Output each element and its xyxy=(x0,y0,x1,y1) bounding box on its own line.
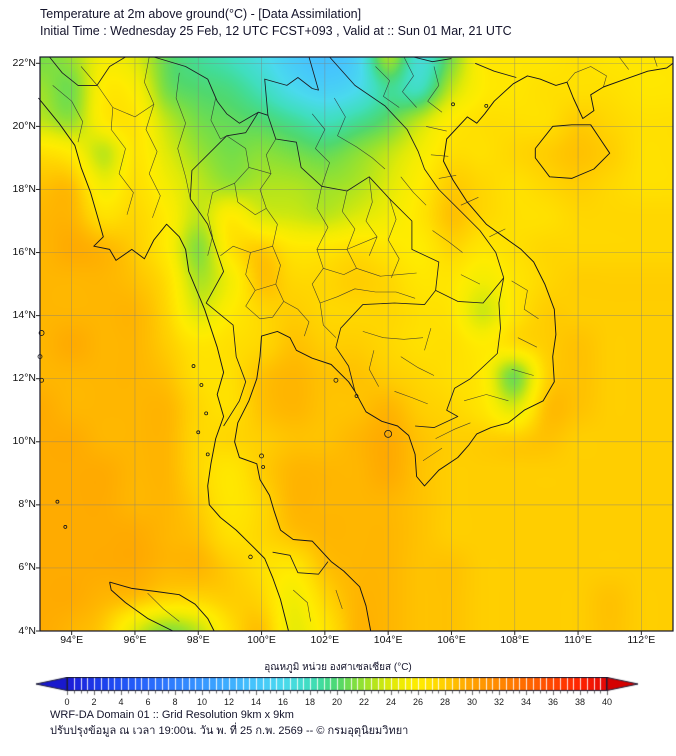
lon-tick-label: 112°E xyxy=(627,634,656,646)
lon-tick-label: 100°E xyxy=(247,634,276,646)
colorbar-tick-value: 0 xyxy=(64,697,70,707)
colorbar-tick-value: 34 xyxy=(520,697,532,707)
colorbar-tick-value: 8 xyxy=(172,697,178,707)
lon-tick-label: 108°E xyxy=(500,634,530,646)
colorbar-tick-value: 40 xyxy=(601,697,613,707)
footer-block: WRF-DA Domain 01 :: Grid Resolution 9km … xyxy=(50,708,408,739)
footer-domain-info: WRF-DA Domain 01 :: Grid Resolution 9km … xyxy=(50,709,294,721)
lon-tick-label: 110°E xyxy=(564,634,593,646)
lat-tick-label: 22°N xyxy=(12,56,36,69)
colorbar-tick-value: 14 xyxy=(250,697,262,707)
colorbar-block: อุณหภูมิ หน่วย องศาเซลเซียส (°C) 0 2 4 6 8 10… xyxy=(34,660,642,711)
colorbar-tick-value: 38 xyxy=(574,697,586,707)
colorbar-tick-value: 6 xyxy=(145,697,151,707)
colorbar-tick-value: 12 xyxy=(223,697,235,707)
lat-tick-label: 8°N xyxy=(18,498,36,511)
lat-tick-label: 20°N xyxy=(12,119,36,132)
colorbar-tick-value: 16 xyxy=(277,697,289,707)
colorbar-tick-value: 18 xyxy=(304,697,316,707)
lat-tick-label: 18°N xyxy=(12,182,36,195)
colorbar-tick-value: 4 xyxy=(118,697,124,707)
lon-tick-label: 94°E xyxy=(60,634,84,646)
lat-tick-label: 16°N xyxy=(12,246,36,259)
lat-tick-label: 10°N xyxy=(12,435,36,448)
page-title: Temperature at 2m above ground(°C) - [Da… xyxy=(40,7,362,21)
colorbar-tick-value: 20 xyxy=(331,697,343,707)
lon-tick-label: 96°E xyxy=(123,634,147,646)
colorbar-tick-value: 24 xyxy=(385,697,397,707)
lat-tick-label: 14°N xyxy=(12,309,36,322)
colorbar-tick-labels: 0 2 4 6 8 10 12 14 16 18 20 22 24 26 28 30 32 34 36 38 40 xyxy=(34,697,642,711)
footer-update-info: ปรับปรุงข้อมูล ณ เวลา 19:00น. วัน พ. ที่… xyxy=(50,724,409,737)
colorbar-tick-value: 30 xyxy=(466,697,478,707)
lat-tick-label: 12°N xyxy=(12,372,36,385)
colorbar-canvas xyxy=(34,677,642,697)
colorbar-tick-value: 28 xyxy=(439,697,451,707)
colorbar-tick-value: 10 xyxy=(196,697,208,707)
lat-tick-label: 4°N xyxy=(18,624,36,637)
lat-tick-label: 6°N xyxy=(18,561,36,574)
colorbar-tick-value: 22 xyxy=(358,697,370,707)
colorbar-tick-value: 2 xyxy=(91,697,97,707)
lon-tick-label: 106°E xyxy=(437,634,466,646)
lon-tick-label: 98°E xyxy=(186,634,210,646)
colorbar-label: อุณหภูมิ หน่วย องศาเซลเซียส (°C) xyxy=(264,662,412,673)
colorbar-tick-value: 36 xyxy=(547,697,559,707)
colorbar-tick-value: 32 xyxy=(493,697,505,707)
temperature-heatmap-canvas xyxy=(40,57,673,631)
colorbar-tick-value: 26 xyxy=(412,697,424,707)
lon-tick-label: 104°E xyxy=(373,634,403,646)
lon-tick-label: 102°E xyxy=(310,634,340,646)
page-subtitle: Initial Time : Wednesday 25 Feb, 12 UTC … xyxy=(40,24,512,38)
title-block: Temperature at 2m above ground(°C) - [Da… xyxy=(40,6,512,40)
